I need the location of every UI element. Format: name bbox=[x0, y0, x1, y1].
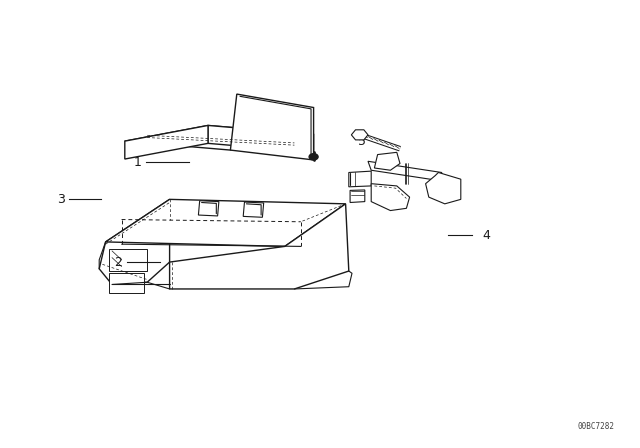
Polygon shape bbox=[243, 202, 264, 217]
Text: 00BC7282: 00BC7282 bbox=[577, 422, 614, 431]
Polygon shape bbox=[426, 172, 461, 204]
Polygon shape bbox=[99, 199, 170, 284]
Polygon shape bbox=[198, 201, 219, 216]
Polygon shape bbox=[106, 199, 346, 246]
Polygon shape bbox=[208, 125, 314, 152]
Polygon shape bbox=[374, 152, 400, 170]
Polygon shape bbox=[230, 94, 314, 160]
Polygon shape bbox=[109, 249, 147, 271]
Text: 3: 3 bbox=[57, 193, 65, 206]
Polygon shape bbox=[350, 190, 365, 202]
Text: 1: 1 bbox=[134, 155, 141, 169]
Polygon shape bbox=[371, 184, 410, 211]
Polygon shape bbox=[125, 125, 208, 159]
Polygon shape bbox=[351, 130, 368, 140]
Text: 4: 4 bbox=[483, 228, 490, 242]
Polygon shape bbox=[368, 161, 445, 181]
Polygon shape bbox=[125, 125, 314, 150]
Text: 5: 5 bbox=[358, 134, 365, 148]
Text: 2: 2 bbox=[115, 255, 122, 269]
Polygon shape bbox=[170, 204, 349, 289]
Polygon shape bbox=[349, 171, 371, 187]
Circle shape bbox=[309, 154, 318, 160]
Polygon shape bbox=[109, 273, 144, 293]
